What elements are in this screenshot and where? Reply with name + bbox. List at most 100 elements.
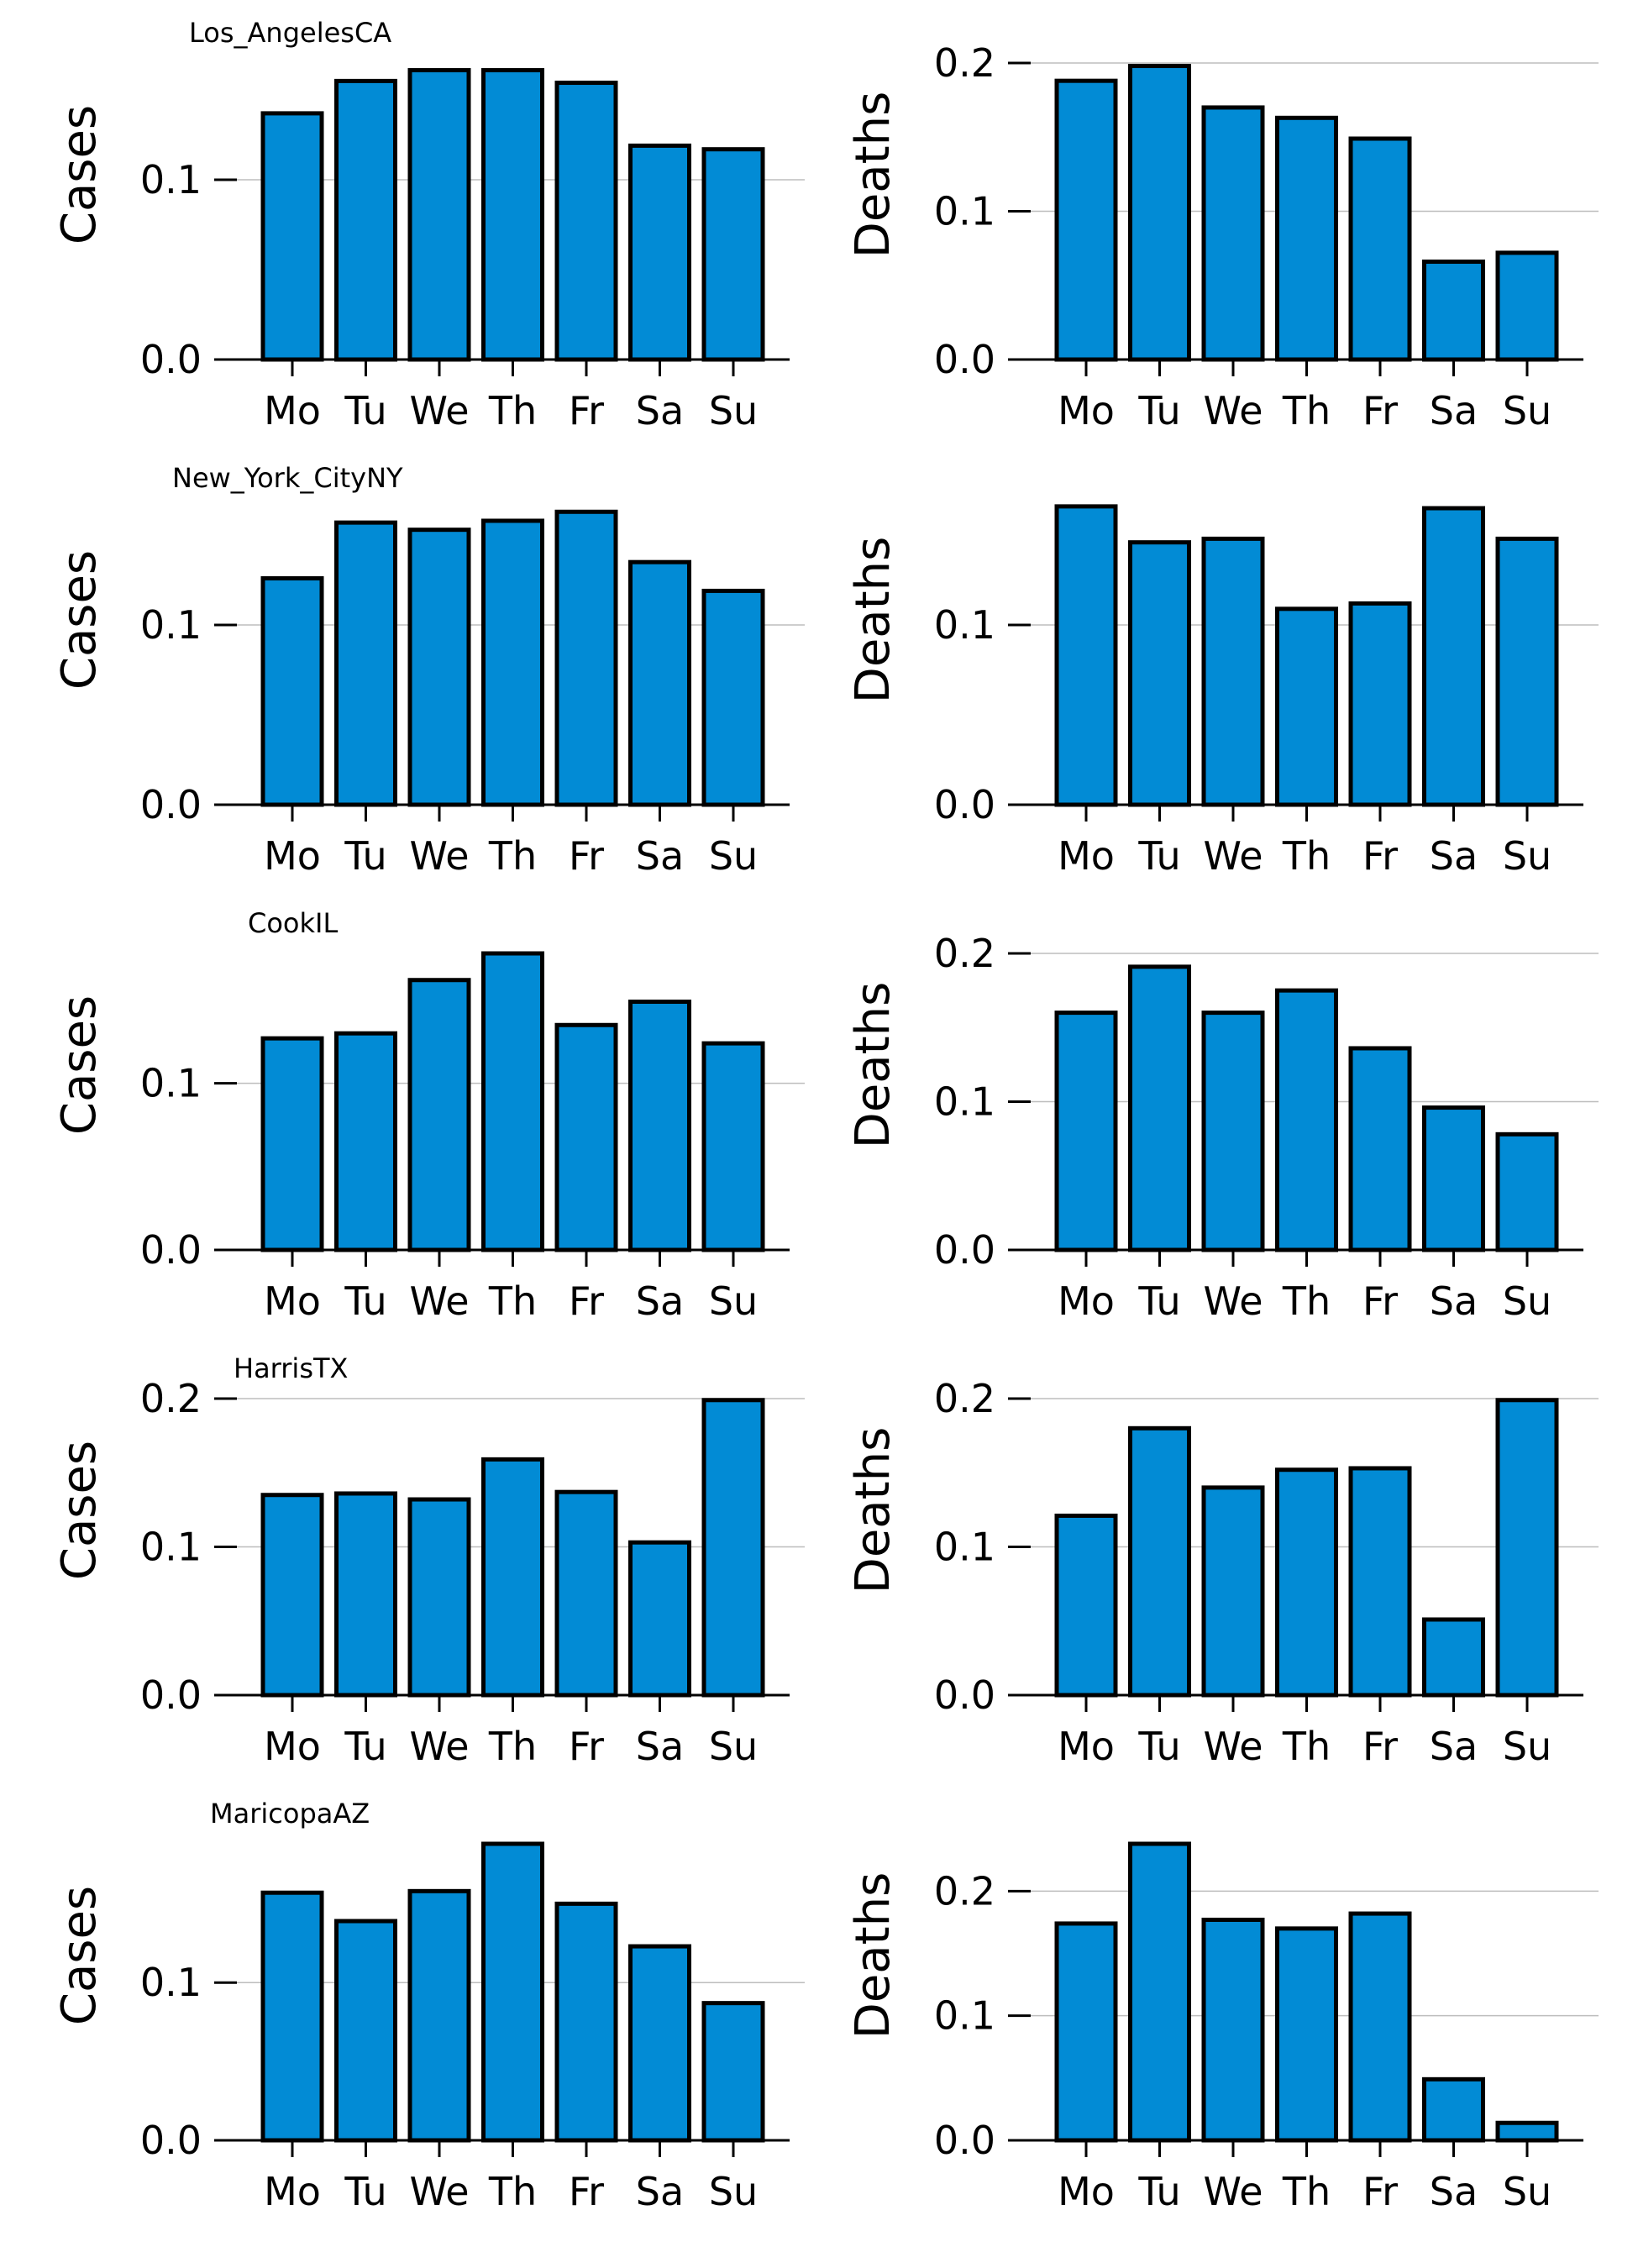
- bar-fr: [1348, 1911, 1412, 2143]
- y-tick-label: 0.2: [934, 40, 995, 86]
- x-tick-label: Fr: [569, 833, 604, 879]
- bar-mo: [1054, 504, 1118, 807]
- bar-mo: [260, 1036, 324, 1252]
- x-tick-label: Th: [488, 1724, 537, 1769]
- panel-title: New_York_CityNY: [172, 462, 403, 494]
- x-tick-label: Su: [1503, 1278, 1551, 1324]
- bar-sa: [628, 1944, 691, 2143]
- bar-su: [701, 1398, 765, 1698]
- bar-mo: [1054, 1513, 1118, 1698]
- bar-th: [481, 68, 544, 362]
- bar-we: [1201, 536, 1265, 807]
- bar-fr: [554, 81, 618, 362]
- x-tick-label: Sa: [1430, 1724, 1478, 1769]
- bar-mo: [260, 575, 324, 807]
- bar-tu: [1128, 964, 1191, 1252]
- bar-fr: [554, 1022, 618, 1252]
- x-tick-label: Tu: [344, 1724, 386, 1769]
- x-tick-label: Tu: [344, 833, 386, 879]
- x-tick-label: Mo: [264, 1278, 321, 1324]
- y-tick-label: 0.0: [934, 1227, 995, 1273]
- bar-su: [701, 147, 765, 362]
- x-tick-label: Sa: [636, 833, 684, 879]
- x-tick-label: Th: [1282, 388, 1331, 433]
- x-tick-label: Su: [709, 833, 758, 879]
- bar-tu: [334, 520, 397, 807]
- bar-sa: [628, 559, 691, 807]
- y-tick-label: 0.1: [934, 189, 995, 234]
- x-tick-label: Sa: [1430, 2169, 1478, 2214]
- bar-th: [1275, 115, 1338, 362]
- bar-we: [407, 1888, 471, 2143]
- x-tick-label: Sa: [636, 1278, 684, 1324]
- bar-th: [1275, 1926, 1338, 2143]
- bar-fr: [1348, 136, 1412, 362]
- bar-mo: [1054, 1011, 1118, 1252]
- bar-tu: [334, 1919, 397, 2143]
- x-tick-label: Su: [1503, 1724, 1551, 1769]
- y-tick-label: 0.0: [140, 1672, 202, 1718]
- bar-tu: [1128, 540, 1191, 807]
- y-axis-label: Cases: [52, 1886, 107, 2025]
- x-tick-label: We: [1203, 1724, 1263, 1769]
- bar-th: [1275, 1467, 1338, 1698]
- x-tick-label: Fr: [1362, 1278, 1398, 1324]
- bar-we: [407, 978, 471, 1252]
- bar-we: [407, 68, 471, 362]
- x-tick-label: Tu: [1137, 2169, 1180, 2214]
- y-tick-label: 0.1: [140, 1061, 202, 1106]
- panel-3-deaths: 0.0 0.1 0.2 Mo Tu We Th Fr Sa Su Deaths: [846, 931, 1599, 1324]
- x-tick-label: Sa: [1430, 833, 1478, 879]
- x-tick-label: We: [1203, 2169, 1263, 2214]
- bar-we: [1201, 1011, 1265, 1252]
- bar-mo: [260, 111, 324, 362]
- x-tick-label: Mo: [1058, 2169, 1115, 2214]
- x-tick-label: Sa: [636, 1724, 684, 1769]
- bar-fr: [554, 1901, 618, 2143]
- bar-mo: [260, 1493, 324, 1698]
- x-tick-label: Th: [1282, 1724, 1331, 1769]
- y-axis-label: Deaths: [846, 92, 900, 259]
- y-axis-label: Cases: [52, 1441, 107, 1580]
- x-tick-label: Su: [709, 1724, 758, 1769]
- y-tick-label: 0.0: [934, 337, 995, 382]
- y-tick-label: 0.0: [934, 1672, 995, 1718]
- bar-sa: [1422, 2076, 1485, 2143]
- bar-th: [1275, 606, 1338, 807]
- y-axis-label: Cases: [52, 550, 107, 690]
- x-tick-label: Su: [709, 2169, 758, 2214]
- bar-mo: [1054, 78, 1118, 362]
- x-tick-label: Fr: [1362, 833, 1398, 879]
- bar-su: [1495, 536, 1559, 807]
- x-tick-label: Mo: [1058, 388, 1115, 433]
- bar-tu: [1128, 1841, 1191, 2143]
- bar-su: [1495, 1131, 1559, 1252]
- y-tick-label: 0.1: [140, 157, 202, 202]
- bar-mo: [1054, 1921, 1118, 2143]
- x-tick-label: Th: [1282, 833, 1331, 879]
- panel-4-deaths: 0.0 0.1 0.2 Mo Tu We Th Fr Sa Su Deaths: [846, 1376, 1599, 1769]
- x-tick-label: Mo: [1058, 1724, 1115, 1769]
- y-tick-label: 0.0: [140, 782, 202, 827]
- bar-th: [481, 1457, 544, 1698]
- bar-tu: [1128, 64, 1191, 362]
- x-tick-label: Fr: [1362, 2169, 1398, 2214]
- y-tick-label: 0.1: [934, 1993, 995, 2039]
- panel-2-cases: 0.0 0.1 Mo Tu We Th Fr Sa Su Cases New_York_CityNY: [52, 462, 805, 879]
- panel-4-cases: 0.0 0.1 0.2 Mo Tu We Th Fr Sa Su Cases HarrisTX: [52, 1352, 805, 1769]
- y-tick-label: 0.1: [934, 1079, 995, 1125]
- x-tick-label: Th: [1282, 1278, 1331, 1324]
- panel-title: MaricopaAZ: [210, 1798, 370, 1830]
- y-axis-label: Deaths: [846, 537, 900, 704]
- bar-fr: [1348, 1046, 1412, 1252]
- bar-su: [1495, 2120, 1559, 2143]
- bar-tu: [334, 1031, 397, 1252]
- panel-title: HarrisTX: [234, 1352, 348, 1384]
- y-axis-label: Cases: [52, 995, 107, 1135]
- x-tick-label: We: [1203, 833, 1263, 879]
- x-tick-label: Su: [1503, 388, 1551, 433]
- x-tick-label: We: [409, 2169, 469, 2214]
- x-tick-label: Tu: [344, 1278, 386, 1324]
- x-tick-label: Su: [1503, 2169, 1551, 2214]
- x-tick-label: Sa: [1430, 1278, 1478, 1324]
